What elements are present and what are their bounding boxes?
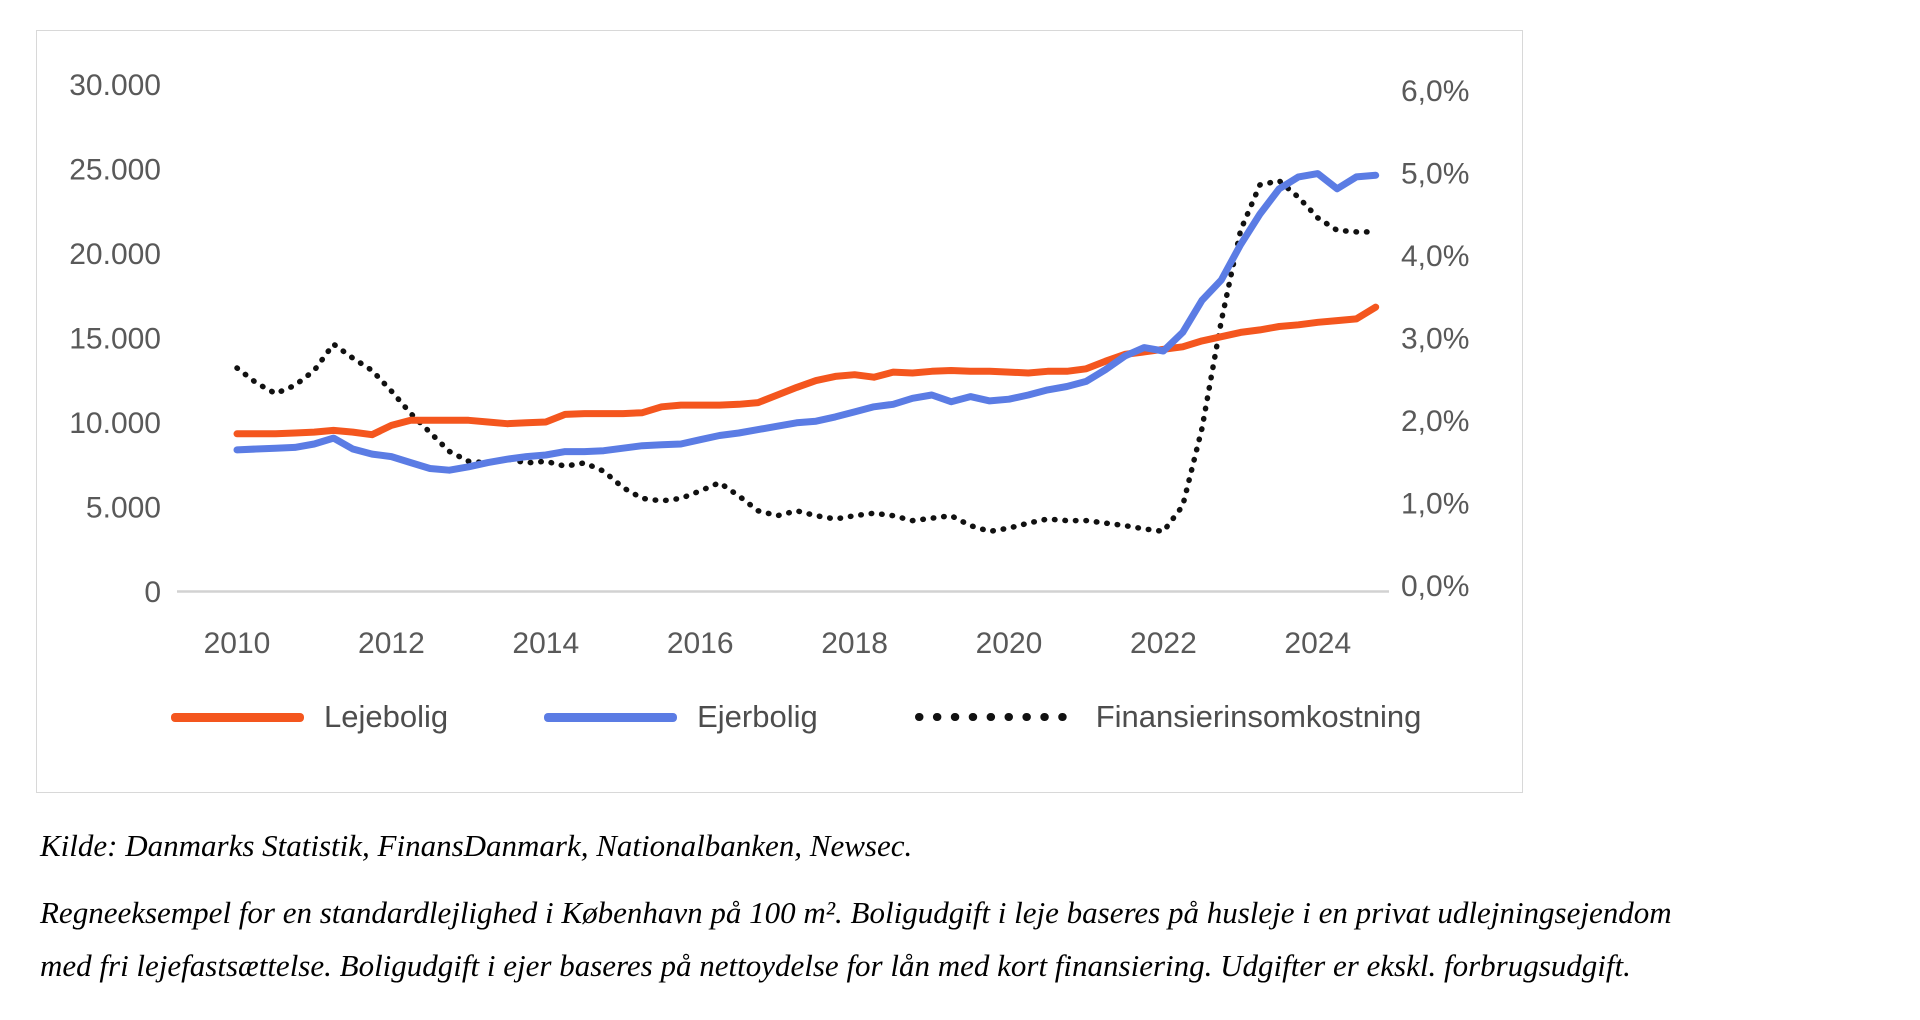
x-axis-tick: 2022 — [1130, 627, 1197, 660]
series-line-lejebolig — [233, 303, 1380, 439]
left-axis-tick: 25.000 — [69, 154, 161, 187]
series-line-ejerbolig — [233, 170, 1380, 474]
legend-item-lejebolig: Lejebolig — [171, 699, 448, 735]
series-line-finansierinsomkostning — [234, 178, 1379, 535]
x-axis-tick: 2014 — [512, 627, 579, 660]
left-axis-tick: 10.000 — [69, 407, 161, 440]
legend-label-lejebolig: Lejebolig — [324, 699, 449, 734]
left-axis-tick: 0 — [144, 576, 161, 609]
legend-item-ejerbolig: Ejerbolig — [544, 699, 818, 735]
legend-swatch-lejebolig — [171, 712, 304, 722]
right-axis-tick: 2,0% — [1401, 405, 1469, 438]
right-axis-tick: 4,0% — [1401, 240, 1469, 273]
chart-legend: Lejebolig Ejerbolig Finansierinsomkostni… — [171, 699, 1421, 735]
right-axis-tick: 6,0% — [1401, 75, 1469, 108]
x-axis-tick: 2010 — [204, 627, 271, 660]
right-axis-tick: 1,0% — [1401, 488, 1469, 521]
x-axis-tick: 2012 — [358, 627, 425, 660]
right-axis-tick: 5,0% — [1401, 158, 1469, 191]
legend-item-finansierinsomkostning: Finansierinsomkostning — [914, 699, 1422, 735]
source-line: Kilde: Danmarks Statistik, FinansDanmark… — [40, 828, 913, 863]
legend-label-finansierinsomkostning: Finansierinsomkostning — [1095, 699, 1422, 734]
legend-swatch-ejerbolig — [544, 712, 678, 722]
left-axis-tick: 20.000 — [69, 238, 161, 271]
chart-panel: 30.000 25.000 20.000 15.000 10.000 5.000 0 6,0%… — [36, 30, 1523, 793]
note-line-2: med fri lejefastsættelse. Boligudgift i … — [40, 948, 1631, 983]
legend-swatch-finansierinsomkostning-icon — [914, 713, 1076, 721]
left-axis-tick: 5.000 — [86, 492, 161, 525]
note-line-1: Regneeksempel for en standardlejlighed i… — [40, 895, 1672, 930]
x-axis-tick: 2020 — [976, 627, 1043, 660]
x-axis-tick: 2018 — [821, 627, 888, 660]
right-axis-tick: 0,0% — [1401, 570, 1469, 603]
left-axis-tick: 30.000 — [69, 69, 161, 102]
note-paragraph: Regneeksempel for en standardlejlighed i… — [40, 886, 1906, 992]
x-axis-tick: 2024 — [1284, 627, 1351, 660]
x-axis-tick: 2016 — [667, 627, 734, 660]
legend-label-ejerbolig: Ejerbolig — [697, 699, 818, 734]
housing-cost-chart: 30.000 25.000 20.000 15.000 10.000 5.000 0 6,0%… — [69, 69, 1469, 660]
right-axis-tick: 3,0% — [1401, 323, 1469, 356]
left-axis-tick: 15.000 — [69, 323, 161, 356]
